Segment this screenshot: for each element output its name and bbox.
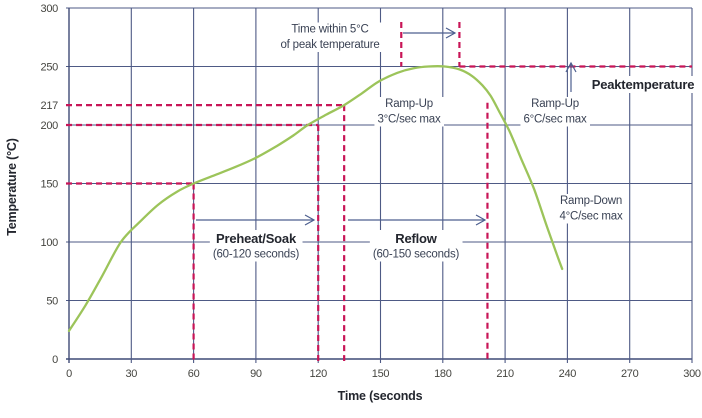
x-tick-180: 180 <box>434 368 452 380</box>
x-tick-30: 30 <box>125 368 137 380</box>
svg-text:Reflow(60-150 seconds): Reflow (60-150 seconds) <box>373 231 460 261</box>
annotation-arrows <box>196 27 577 226</box>
x-tick-0: 0 <box>66 368 72 380</box>
dashed-guide-lines <box>66 22 692 361</box>
svg-text:Ramp-Up6°C/sec max: Ramp-Up 6°C/sec max <box>523 98 587 126</box>
y-axis-title: Temperature (°C) <box>5 138 19 235</box>
preheat-arrow <box>196 214 316 226</box>
ramp-down-4c-label-mask <box>556 194 626 224</box>
svg-text:Ramp-Up3°C/sec max: Ramp-Up 3°C/sec max <box>377 98 441 126</box>
reflow-arrow-head <box>475 214 487 226</box>
reflow-label-mask <box>369 230 463 262</box>
x-tick-60: 60 <box>188 368 200 380</box>
gridlines <box>66 7 693 363</box>
x-tick-150: 150 <box>372 368 390 380</box>
x-tick-300: 300 <box>683 368 701 380</box>
annotations: Time within 5°C of peak temperature Peakte… <box>209 22 698 262</box>
x-tick-120: 120 <box>309 368 327 380</box>
ramp-down-4c-label: Ramp-Down 4°C/sec max <box>556 194 626 224</box>
ramp-up-3c-label: Ramp-Up 3°C/sec max <box>374 97 444 127</box>
peak-temperature-label: Peaktemperature <box>588 76 698 93</box>
axis-tick-labels: 0 50 100 150 200 217 250 300 0 30 60 90 120 150 180 210… <box>41 3 702 380</box>
ramp-up-3c-label-mask <box>374 97 444 127</box>
y-tick-150: 150 <box>41 179 59 191</box>
y-tick-217: 217 <box>41 100 59 112</box>
ramp-up-6c-label-mask <box>520 97 590 127</box>
y-tick-250: 250 <box>41 62 59 74</box>
peak-temperature-label-mask <box>588 76 698 93</box>
reflow-arrow <box>348 214 487 226</box>
peak-arrow <box>565 61 577 92</box>
svg-text:Peaktemperature: Peaktemperature <box>592 77 695 92</box>
time-window-arrow-head <box>445 27 457 39</box>
x-tick-90: 90 <box>250 368 262 380</box>
ramp-up-6c-label: Ramp-Up 6°C/sec max <box>520 97 590 127</box>
peak-arrow-head <box>565 61 577 73</box>
reflow-label: Reflow (60-150 seconds) <box>369 230 463 262</box>
y-tick-100: 100 <box>41 237 59 249</box>
svg-text:Time within 5°Cof peak tempera: Time within 5°C of peak temperature <box>280 24 379 52</box>
preheat-arrow-head <box>304 214 316 226</box>
y-tick-50: 50 <box>46 296 58 308</box>
y-tick-300: 300 <box>41 3 59 15</box>
x-tick-240: 240 <box>559 368 577 380</box>
x-tick-270: 270 <box>621 368 639 380</box>
temperature-curve <box>67 65 564 333</box>
time-window-arrow <box>403 27 457 39</box>
solder-reflow-temperature-profile <box>67 65 564 333</box>
y-tick-0: 0 <box>52 354 58 366</box>
svg-text:Preheat/Soak(60-120 seconds): Preheat/Soak (60-120 seconds) <box>213 231 300 261</box>
y-tick-200: 200 <box>41 120 59 132</box>
time-within-peak-label-mask <box>277 22 383 52</box>
x-tick-210: 210 <box>496 368 514 380</box>
preheat-soak-label: Preheat/Soak (60-120 seconds) <box>209 230 303 262</box>
time-within-peak-label: Time within 5°C of peak temperature <box>277 22 383 52</box>
x-axis-title: Time (seconds <box>338 389 423 403</box>
preheat-soak-label-mask <box>209 230 303 262</box>
